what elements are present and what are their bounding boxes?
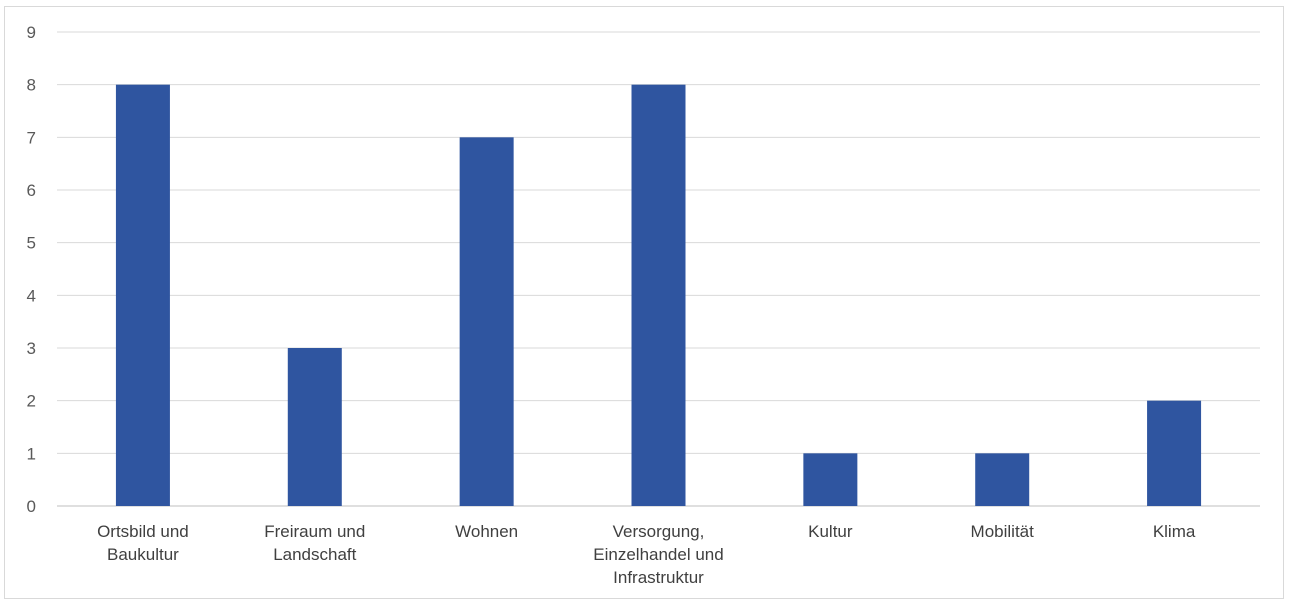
x-category-label-line: Ortsbild und xyxy=(97,522,189,541)
y-tick-label: 0 xyxy=(27,497,36,516)
x-category-label-line: Baukultur xyxy=(107,545,179,564)
bar-0 xyxy=(115,84,170,507)
x-category-label-line: Kultur xyxy=(808,522,853,541)
x-category-label: Wohnen xyxy=(455,522,518,541)
y-tick-label: 5 xyxy=(27,234,36,253)
x-category-label-line: Infrastruktur xyxy=(613,568,704,587)
bar-5 xyxy=(975,453,1030,506)
y-axis-ticks: 0 1 2 3 4 5 6 7 8 9 xyxy=(27,23,36,516)
x-category-label-line: Klima xyxy=(1153,522,1196,541)
bars xyxy=(115,84,1202,507)
y-tick-label: 3 xyxy=(27,339,36,358)
x-axis-labels: Ortsbild und Baukultur Freiraum und Landsch… xyxy=(97,522,1196,587)
y-tick-label: 6 xyxy=(27,181,36,200)
x-category-label-line: Landschaft xyxy=(273,545,356,564)
y-tick-label: 4 xyxy=(27,286,36,305)
x-category-label-line: Mobilität xyxy=(971,522,1035,541)
x-category-label: Mobilität xyxy=(971,522,1035,541)
x-category-label: Freiraum und Landschaft xyxy=(264,522,365,564)
x-category-label-line: Versorgung, xyxy=(613,522,705,541)
y-tick-label: 7 xyxy=(27,128,36,147)
bar-6 xyxy=(1147,400,1202,506)
y-tick-label: 8 xyxy=(27,76,36,95)
x-category-label: Kultur xyxy=(808,522,853,541)
bar-3 xyxy=(631,84,686,507)
x-category-label: Klima xyxy=(1153,522,1196,541)
x-category-label: Ortsbild und Baukultur xyxy=(97,522,189,564)
y-tick-label: 1 xyxy=(27,444,36,463)
y-tick-label: 2 xyxy=(27,392,36,411)
x-category-label-line: Einzelhandel und xyxy=(593,545,723,564)
bar-4 xyxy=(803,453,858,506)
bar-1 xyxy=(287,348,342,506)
bar-2 xyxy=(459,137,514,507)
y-tick-label: 9 xyxy=(27,23,36,42)
x-category-label-line: Wohnen xyxy=(455,522,518,541)
x-category-label: Versorgung, Einzelhandel und Infrastruktur xyxy=(593,522,723,587)
x-category-label-line: Freiraum und xyxy=(264,522,365,541)
